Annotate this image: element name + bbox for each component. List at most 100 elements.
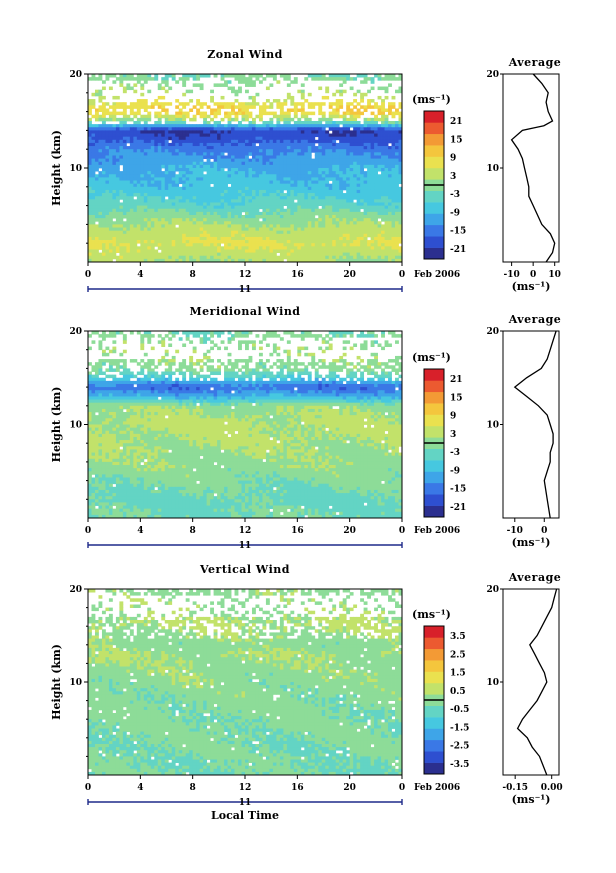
heatmap-cell (279, 136, 284, 141)
heatmap-cell (203, 340, 208, 344)
heatmap-cell (129, 240, 134, 244)
heatmap-cell (265, 155, 270, 159)
heatmap-cell (318, 230, 323, 235)
heatmap-cell (255, 221, 260, 225)
heatmap-cell (157, 227, 162, 232)
heatmap-cell (290, 130, 295, 134)
heatmap-cell (269, 331, 274, 335)
heatmap-cell (91, 136, 96, 141)
heatmap-cell (293, 221, 298, 225)
heatmap-cell (258, 352, 263, 357)
heatmap-cell (122, 111, 127, 116)
heatmap-cell (171, 246, 176, 250)
heatmap-cell (349, 196, 354, 200)
heatmap-cell (147, 240, 152, 244)
heatmap-cell (147, 130, 152, 134)
heatmap-cell (395, 227, 399, 232)
heatmap-cell (178, 155, 183, 159)
heatmap-cell (189, 331, 194, 335)
heatmap-cell (203, 136, 208, 141)
heatmap-cell (391, 174, 396, 178)
heatmap-cell (248, 74, 253, 78)
heatmap-cell (286, 74, 291, 78)
heatmap-cell (133, 121, 138, 125)
heatmap-cell (367, 149, 371, 153)
heatmap-cell (325, 221, 330, 225)
heatmap-cell (108, 224, 113, 228)
heatmap-cell (325, 158, 330, 163)
heatmap-cell (325, 227, 330, 232)
heatmap-cell (349, 227, 354, 232)
heatmap-cell (227, 340, 232, 344)
heatmap-cell (147, 161, 152, 166)
heatmap-cell (286, 161, 291, 166)
heatmap-cell (286, 130, 291, 134)
heatmap-cell (381, 196, 385, 200)
heatmap-cell (269, 74, 274, 78)
heatmap-cell (227, 146, 232, 150)
heatmap-cell (241, 180, 246, 185)
heatmap-cell (356, 193, 361, 197)
heatmap-cell (108, 208, 113, 213)
heatmap-cell (140, 199, 145, 203)
heatmap-cell (241, 230, 246, 235)
heatmap-cell (189, 249, 194, 253)
heatmap-cell (311, 111, 316, 116)
heatmap-cell (147, 139, 152, 144)
heatmap-cell (307, 168, 312, 172)
heatmap-cell (370, 221, 375, 225)
heatmap-cell (234, 186, 239, 191)
heatmap-cell (175, 205, 180, 210)
heatmap-cell (136, 102, 141, 106)
heatmap-cell (199, 105, 204, 109)
heatmap-cell (136, 149, 141, 153)
heatmap-cell (335, 258, 340, 263)
heatmap-cell (101, 127, 106, 131)
heatmap-cell (374, 136, 378, 141)
heatmap-cell (119, 215, 124, 219)
heatmap-cell (349, 240, 354, 244)
heatmap-cell (224, 111, 228, 116)
heatmap-cell (328, 233, 333, 238)
heatmap-cell (314, 124, 319, 128)
heatmap-cell (395, 246, 399, 250)
heatmap-cell (307, 227, 312, 232)
heatmap-cell (91, 249, 96, 253)
heatmap-cell (314, 252, 319, 257)
heatmap-cell (164, 224, 169, 228)
heatmap-cell (126, 161, 131, 166)
heatmap-cell (213, 133, 218, 138)
heatmap-cell (227, 359, 232, 363)
heatmap-cell (283, 142, 288, 147)
heatmap-cell (136, 252, 141, 257)
heatmap-cell (227, 227, 232, 232)
heatmap-cell (311, 193, 316, 197)
heatmap-cell (108, 211, 113, 216)
heatmap-cell (105, 127, 110, 131)
heatmap-cell (203, 183, 208, 188)
heatmap-cell (398, 105, 403, 109)
heatmap-cell (108, 331, 113, 335)
heatmap-cell (91, 236, 96, 241)
heatmap-cell (171, 221, 176, 225)
colorbar-tick-label: -15 (450, 227, 466, 237)
heatmap-cell (101, 233, 106, 238)
heatmap-cell (164, 215, 169, 219)
heatmap-cell (94, 227, 99, 232)
heatmap-cell (164, 252, 169, 257)
heatmap-cell (112, 196, 117, 200)
heatmap-cell (238, 202, 242, 206)
heatmap-cell (98, 174, 103, 178)
heatmap-cell (150, 240, 155, 244)
heatmap-cell (384, 152, 389, 156)
heatmap-cell (105, 215, 110, 219)
heatmap-cell (161, 355, 166, 360)
heatmap-cell (217, 359, 221, 363)
heatmap-cell (140, 243, 145, 247)
heatmap-cell (307, 171, 312, 175)
heatmap-cell (98, 224, 103, 228)
heatmap-cell (213, 146, 218, 150)
heatmap-cell (217, 146, 221, 150)
heatmap-cell (255, 136, 260, 141)
heatmap-cell (94, 208, 99, 213)
